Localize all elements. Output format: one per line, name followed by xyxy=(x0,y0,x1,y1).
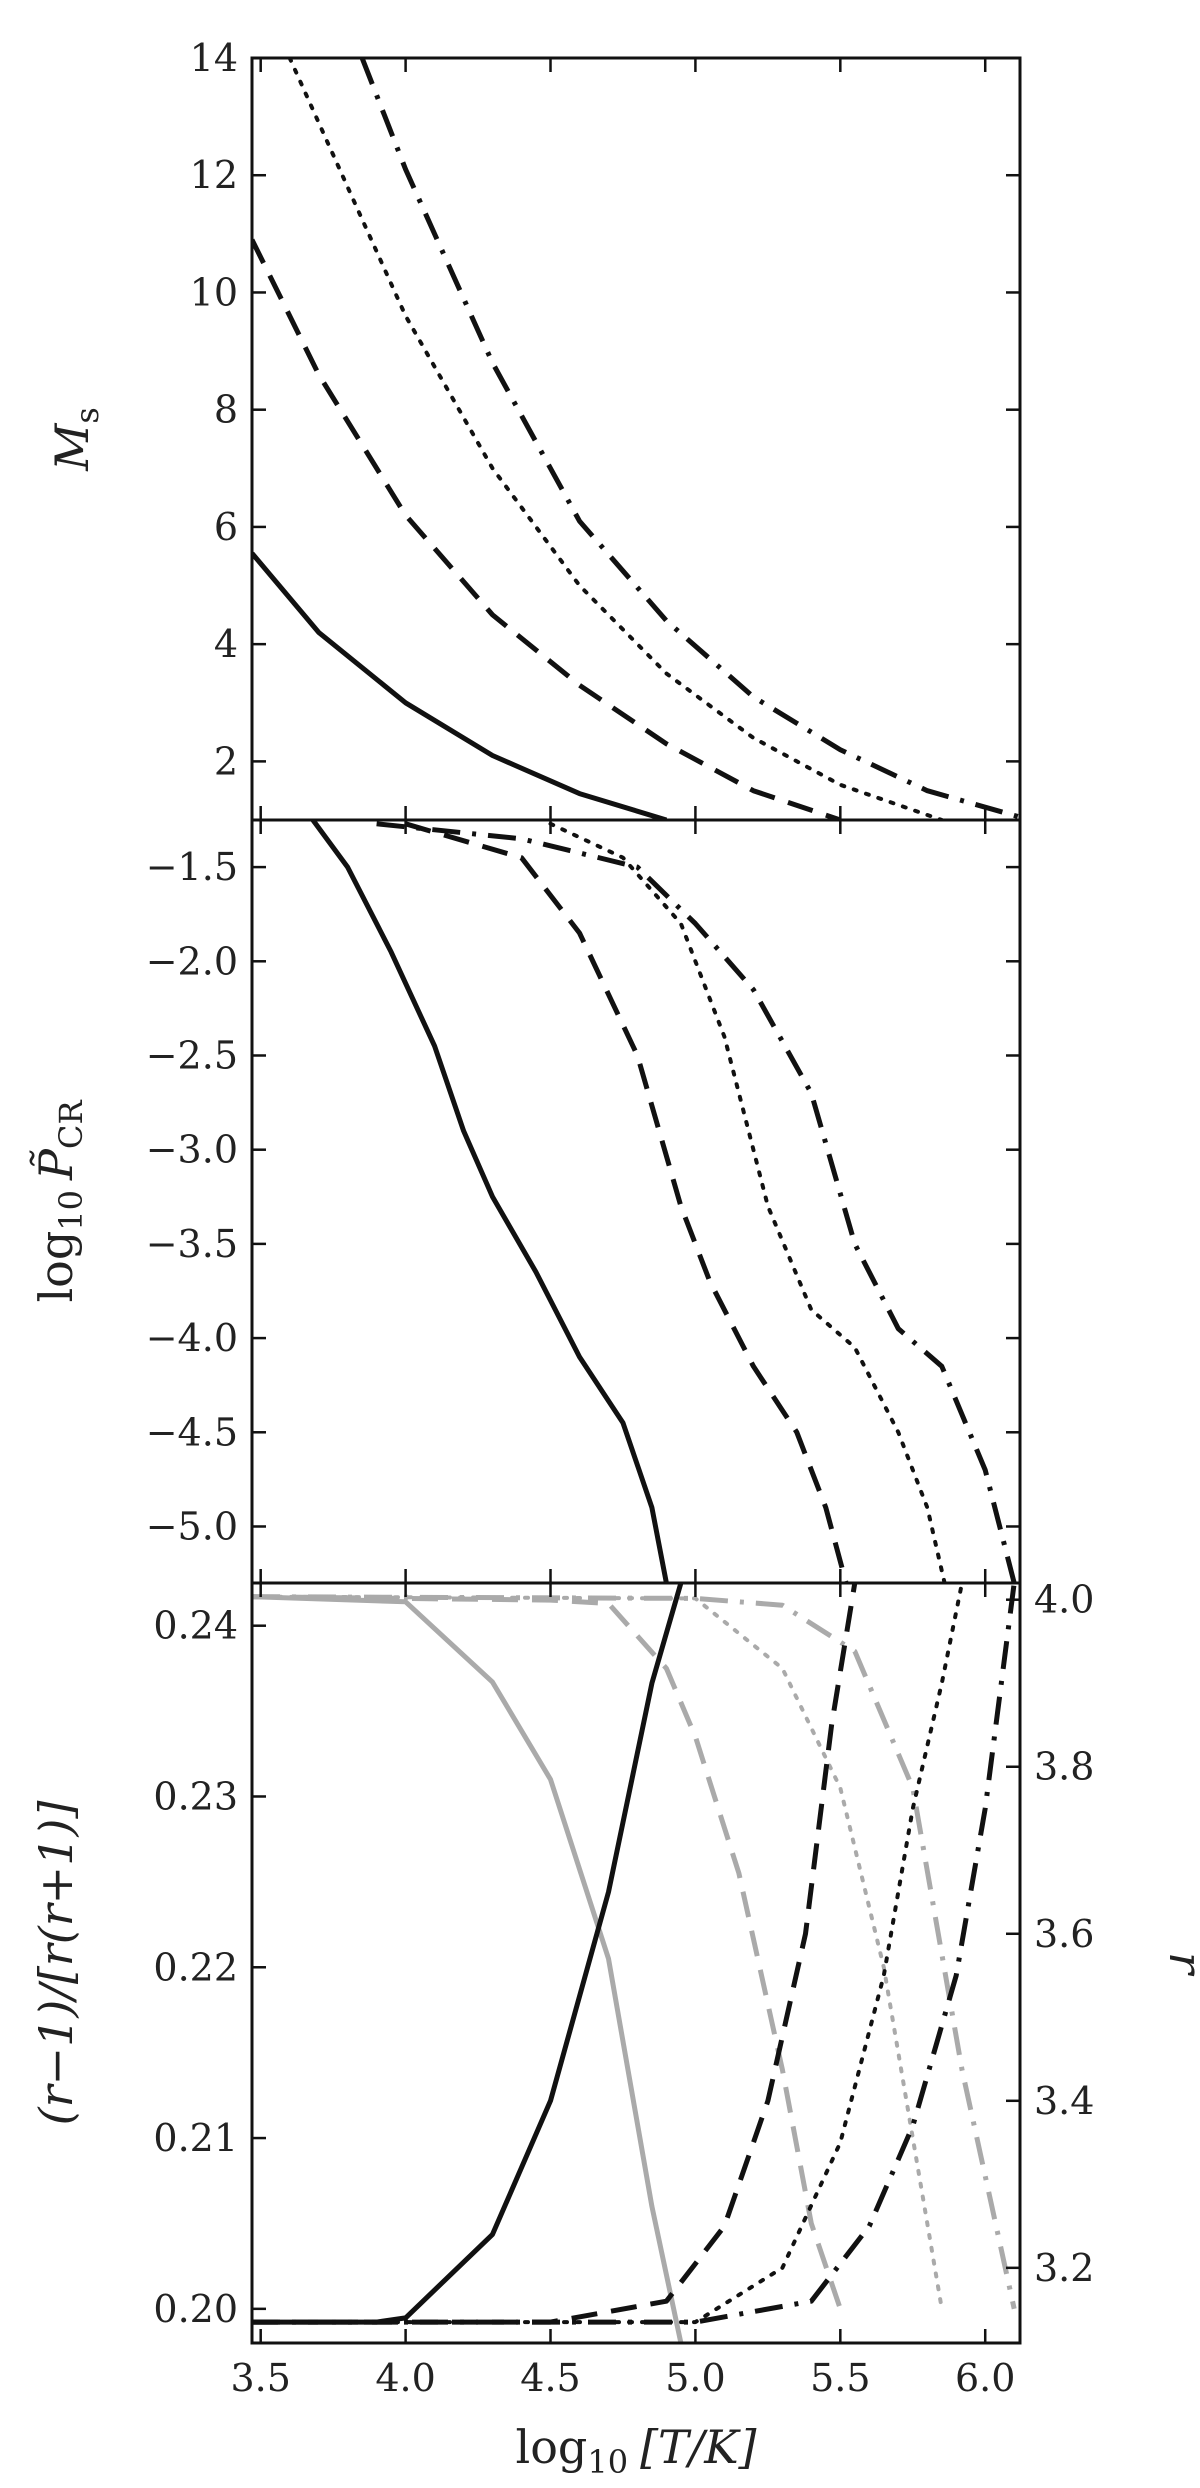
y2-axis-label: r xyxy=(1159,1952,1200,1977)
y2-tick-label: 3.4 xyxy=(1034,2079,1094,2123)
x-axis-label: log10 [T/K] xyxy=(515,2420,756,2481)
y-tick-label: 8 xyxy=(214,388,238,432)
y-axis-label: log10P̃CR xyxy=(29,1100,90,1303)
y-tick-label: −4.0 xyxy=(146,1316,238,1360)
y-tick-label: −1.5 xyxy=(146,845,238,889)
series-line-solid-left xyxy=(252,1594,684,2343)
series-line-dotted xyxy=(548,821,947,1583)
y-tick-label: −5.0 xyxy=(146,1504,238,1548)
y2-tick-label: 3.8 xyxy=(1034,1745,1094,1789)
x-tick-label: 4.0 xyxy=(375,2356,435,2400)
x-tick-label: 5.5 xyxy=(810,2356,870,2400)
axes-frame xyxy=(250,1581,1022,2345)
y-tick-label: −3.5 xyxy=(146,1222,238,1266)
series-group xyxy=(252,58,1020,820)
y-tick-label: −2.5 xyxy=(146,1033,238,1077)
panel-3: 0.20 0.21 0.22 0.23 0.24 3.2 3.4 3.6 3.8 4.0 3.5 4.… xyxy=(29,1578,1200,2481)
series-line-solid-right xyxy=(252,1583,684,2325)
y-tick-label: 4 xyxy=(214,622,238,666)
panel-2: −1.5 −2.0 −2.5 −3.0 −3.5 −4.0 −4.5 −5.0 log10P̃C… xyxy=(29,818,1022,1585)
series-group xyxy=(252,1583,1017,2343)
y-tick-label: 0.24 xyxy=(153,1604,238,1648)
panel-1: 2 4 6 8 10 12 14 Ms xyxy=(45,36,1022,822)
y2-tick-label: 3.2 xyxy=(1034,2246,1094,2290)
series-line-dashdot-left xyxy=(252,1594,1017,2310)
series-line-dashed-left xyxy=(252,1594,843,2310)
y-tick-label: 14 xyxy=(190,36,238,80)
y2-tick-label: 3.6 xyxy=(1034,1912,1094,1956)
axes-frame xyxy=(250,56,1022,822)
y-tick-label: 0.22 xyxy=(153,1945,238,1989)
y-tick-label: −3.0 xyxy=(146,1128,238,1172)
series-line-dashdot xyxy=(359,58,1020,820)
y-axis-label: Ms xyxy=(45,407,106,472)
series-group xyxy=(310,820,1017,1583)
x-tick-label: 3.5 xyxy=(230,2356,290,2400)
series-line-dotted xyxy=(287,58,944,820)
x-tick-label: 6.0 xyxy=(955,2356,1015,2400)
y-tick-label: −2.0 xyxy=(146,939,238,983)
series-line-dashed-right xyxy=(252,1583,858,2325)
series-line-dashdot xyxy=(376,821,1017,1583)
series-line-solid xyxy=(310,820,669,1583)
series-line-dotted-right xyxy=(252,1583,964,2325)
series-line-dashed xyxy=(252,238,842,820)
y-tick-label: 0.20 xyxy=(153,2287,238,2331)
series-line-dotted-left xyxy=(252,1594,944,2311)
y-tick-label: 2 xyxy=(214,739,238,783)
y-tick-label: 0.23 xyxy=(153,1774,238,1818)
series-line-dashed xyxy=(404,821,849,1583)
x-tick-label: 5.0 xyxy=(665,2356,725,2400)
y-tick-label: 6 xyxy=(214,505,238,549)
y-tick-label: 12 xyxy=(190,153,238,197)
y2-tick-label: 4.0 xyxy=(1034,1578,1094,1622)
y-tick-label: 10 xyxy=(190,270,238,314)
series-line-solid xyxy=(252,551,668,820)
y-tick-label: −4.5 xyxy=(146,1410,238,1454)
y-axis-label: (r−1)/[r(r+1)] xyxy=(29,1801,83,2126)
series-line-dashdot-right xyxy=(252,1583,1017,2325)
y-tick-label: 0.21 xyxy=(153,2116,238,2160)
x-tick-label: 4.5 xyxy=(520,2356,580,2400)
